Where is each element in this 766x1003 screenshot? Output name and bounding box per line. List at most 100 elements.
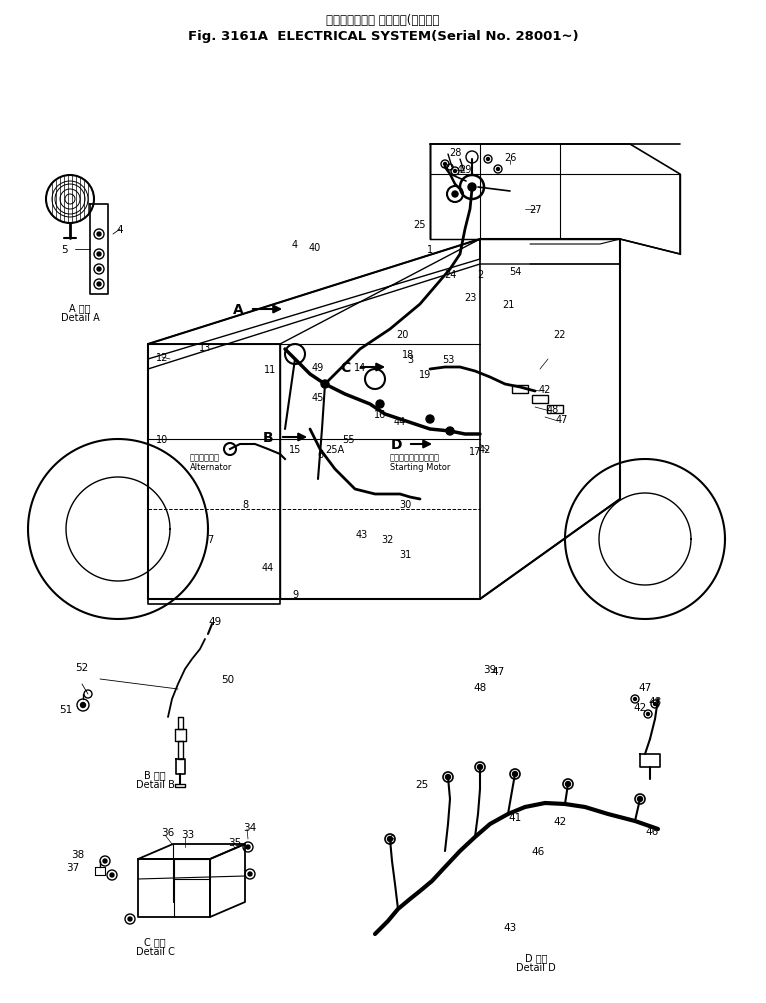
Text: 52: 52 (75, 662, 89, 672)
Text: 47: 47 (491, 666, 505, 676)
Circle shape (452, 192, 458, 198)
Text: 5: 5 (62, 245, 68, 255)
Text: 34: 34 (244, 822, 257, 832)
Circle shape (446, 774, 450, 779)
Circle shape (97, 253, 101, 257)
Circle shape (496, 169, 499, 172)
Text: 33: 33 (182, 829, 195, 840)
Circle shape (653, 703, 656, 706)
Text: Detail A: Detail A (61, 313, 100, 323)
Circle shape (637, 796, 643, 801)
Text: D: D (390, 437, 401, 451)
Text: 45: 45 (312, 392, 324, 402)
Text: 19: 19 (419, 370, 431, 379)
Text: 30: 30 (399, 499, 411, 510)
Text: 43: 43 (503, 922, 516, 932)
Text: 42: 42 (538, 384, 552, 394)
Text: 25A: 25A (326, 444, 345, 454)
Text: 29: 29 (459, 164, 471, 175)
Text: 43: 43 (356, 530, 368, 540)
Text: 22: 22 (554, 330, 566, 340)
Text: 39: 39 (483, 664, 496, 674)
Text: エレクトリカル システム(適用号機: エレクトリカル システム(適用号機 (326, 14, 440, 27)
Circle shape (128, 917, 132, 921)
Text: 16: 16 (374, 409, 386, 419)
Text: 15: 15 (289, 444, 301, 454)
Text: Detail C: Detail C (136, 946, 175, 956)
Text: 54: 54 (509, 267, 521, 277)
Text: 25: 25 (415, 779, 429, 789)
Circle shape (453, 171, 457, 174)
Text: 27: 27 (529, 205, 542, 215)
Text: 35: 35 (228, 838, 241, 848)
Circle shape (468, 184, 476, 192)
Circle shape (446, 427, 454, 435)
Text: 4: 4 (116, 225, 123, 235)
Circle shape (110, 874, 114, 878)
Text: C 詳細: C 詳細 (144, 936, 165, 946)
Text: 37: 37 (67, 863, 80, 873)
Text: Fig. 3161A  ELECTRICAL SYSTEM(Serial No. 28001~): Fig. 3161A ELECTRICAL SYSTEM(Serial No. … (188, 30, 578, 43)
Text: 2: 2 (477, 270, 483, 280)
Text: 10: 10 (155, 434, 168, 444)
Circle shape (103, 860, 107, 864)
Text: 42: 42 (633, 702, 647, 712)
Text: 44: 44 (262, 563, 274, 573)
Text: 44: 44 (394, 416, 406, 426)
Text: 9: 9 (292, 590, 298, 600)
Bar (547, 405, 563, 413)
Text: 4: 4 (457, 164, 463, 175)
Text: 4: 4 (292, 240, 298, 250)
Text: 46: 46 (532, 847, 545, 857)
Circle shape (80, 703, 86, 708)
Text: 47: 47 (556, 414, 568, 424)
Bar (512, 385, 528, 393)
Text: B 詳細: B 詳細 (144, 769, 165, 779)
Text: 48: 48 (648, 696, 662, 706)
Circle shape (486, 158, 489, 161)
Bar (532, 395, 548, 403)
Text: 7: 7 (207, 535, 213, 545)
Text: 1: 1 (427, 245, 433, 255)
Text: 48: 48 (473, 682, 486, 692)
Text: D 詳細: D 詳細 (525, 952, 547, 962)
Text: 14: 14 (354, 363, 366, 373)
Circle shape (565, 781, 571, 786)
Text: A 詳細: A 詳細 (69, 303, 90, 313)
Text: Alternator: Alternator (190, 463, 232, 472)
Text: 20: 20 (396, 330, 408, 340)
Text: 32: 32 (381, 535, 394, 545)
Circle shape (647, 713, 650, 716)
Text: 42: 42 (553, 816, 567, 826)
Text: 26: 26 (504, 152, 516, 162)
Circle shape (426, 415, 434, 423)
Text: 31: 31 (399, 550, 411, 560)
Text: 13: 13 (199, 343, 211, 353)
Circle shape (444, 163, 447, 166)
Text: 8: 8 (242, 499, 248, 510)
Circle shape (477, 764, 483, 769)
Text: 3: 3 (407, 355, 413, 365)
Text: 51: 51 (60, 704, 73, 714)
Text: 49: 49 (312, 363, 324, 373)
Circle shape (388, 837, 392, 842)
Text: C: C (340, 361, 350, 375)
Text: Detail D: Detail D (516, 962, 556, 972)
Circle shape (376, 400, 384, 408)
Text: オルタネータ: オルタネータ (190, 453, 220, 462)
Text: 40: 40 (309, 243, 321, 253)
Circle shape (321, 380, 329, 388)
Text: 36: 36 (162, 827, 175, 838)
Circle shape (97, 268, 101, 272)
Text: 42: 42 (479, 444, 491, 454)
Text: 41: 41 (509, 812, 522, 822)
Text: 49: 49 (208, 617, 221, 627)
Text: A: A (233, 303, 244, 317)
Circle shape (97, 233, 101, 237)
Text: 6: 6 (388, 834, 395, 845)
Text: 53: 53 (442, 355, 454, 365)
Text: 12: 12 (155, 353, 169, 363)
Circle shape (633, 698, 637, 701)
Circle shape (512, 771, 518, 776)
Text: 48: 48 (547, 404, 559, 414)
